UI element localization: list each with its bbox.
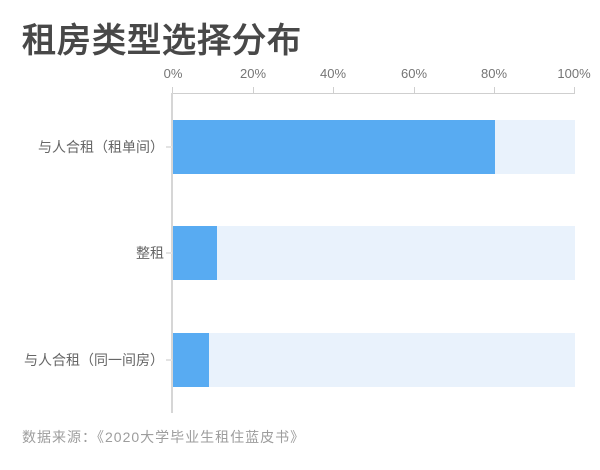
y-axis-line xyxy=(171,93,173,413)
chart-title: 租房类型选择分布 xyxy=(22,22,302,60)
x-axis-tick-label: 80% xyxy=(480,66,508,81)
x-axis-line xyxy=(171,93,575,94)
x-axis-tick-mark xyxy=(574,87,575,93)
data-source-note: 数据来源：《2020大学毕业生租住蓝皮书》 xyxy=(22,429,306,445)
x-axis-tick-mark xyxy=(333,87,334,93)
y-axis-tick-mark xyxy=(166,146,172,148)
bar-track xyxy=(173,120,575,174)
x-axis-tick-label: 0% xyxy=(163,66,183,81)
bar-fill xyxy=(173,226,218,280)
x-axis-tick-mark xyxy=(494,87,495,93)
x-axis-tick-mark xyxy=(414,87,415,93)
y-axis-tick-mark xyxy=(166,359,172,361)
x-axis-tick-label: 60% xyxy=(400,66,428,81)
category-label: 与人合租（同一间房） xyxy=(24,352,164,368)
x-axis-tick-label: 20% xyxy=(239,66,267,81)
y-axis-tick-mark xyxy=(166,252,172,254)
bar-fill xyxy=(173,120,495,174)
bar-track xyxy=(173,226,575,280)
x-axis-tick-mark xyxy=(253,87,254,93)
x-axis-tick-label: 40% xyxy=(319,66,347,81)
category-label: 整租 xyxy=(136,245,164,261)
bar-fill xyxy=(173,333,210,387)
category-label: 与人合租（租单间） xyxy=(38,139,164,155)
x-axis-tick-label: 100% xyxy=(557,66,591,81)
bar-track xyxy=(173,333,575,387)
x-axis-tick-mark xyxy=(172,87,173,93)
